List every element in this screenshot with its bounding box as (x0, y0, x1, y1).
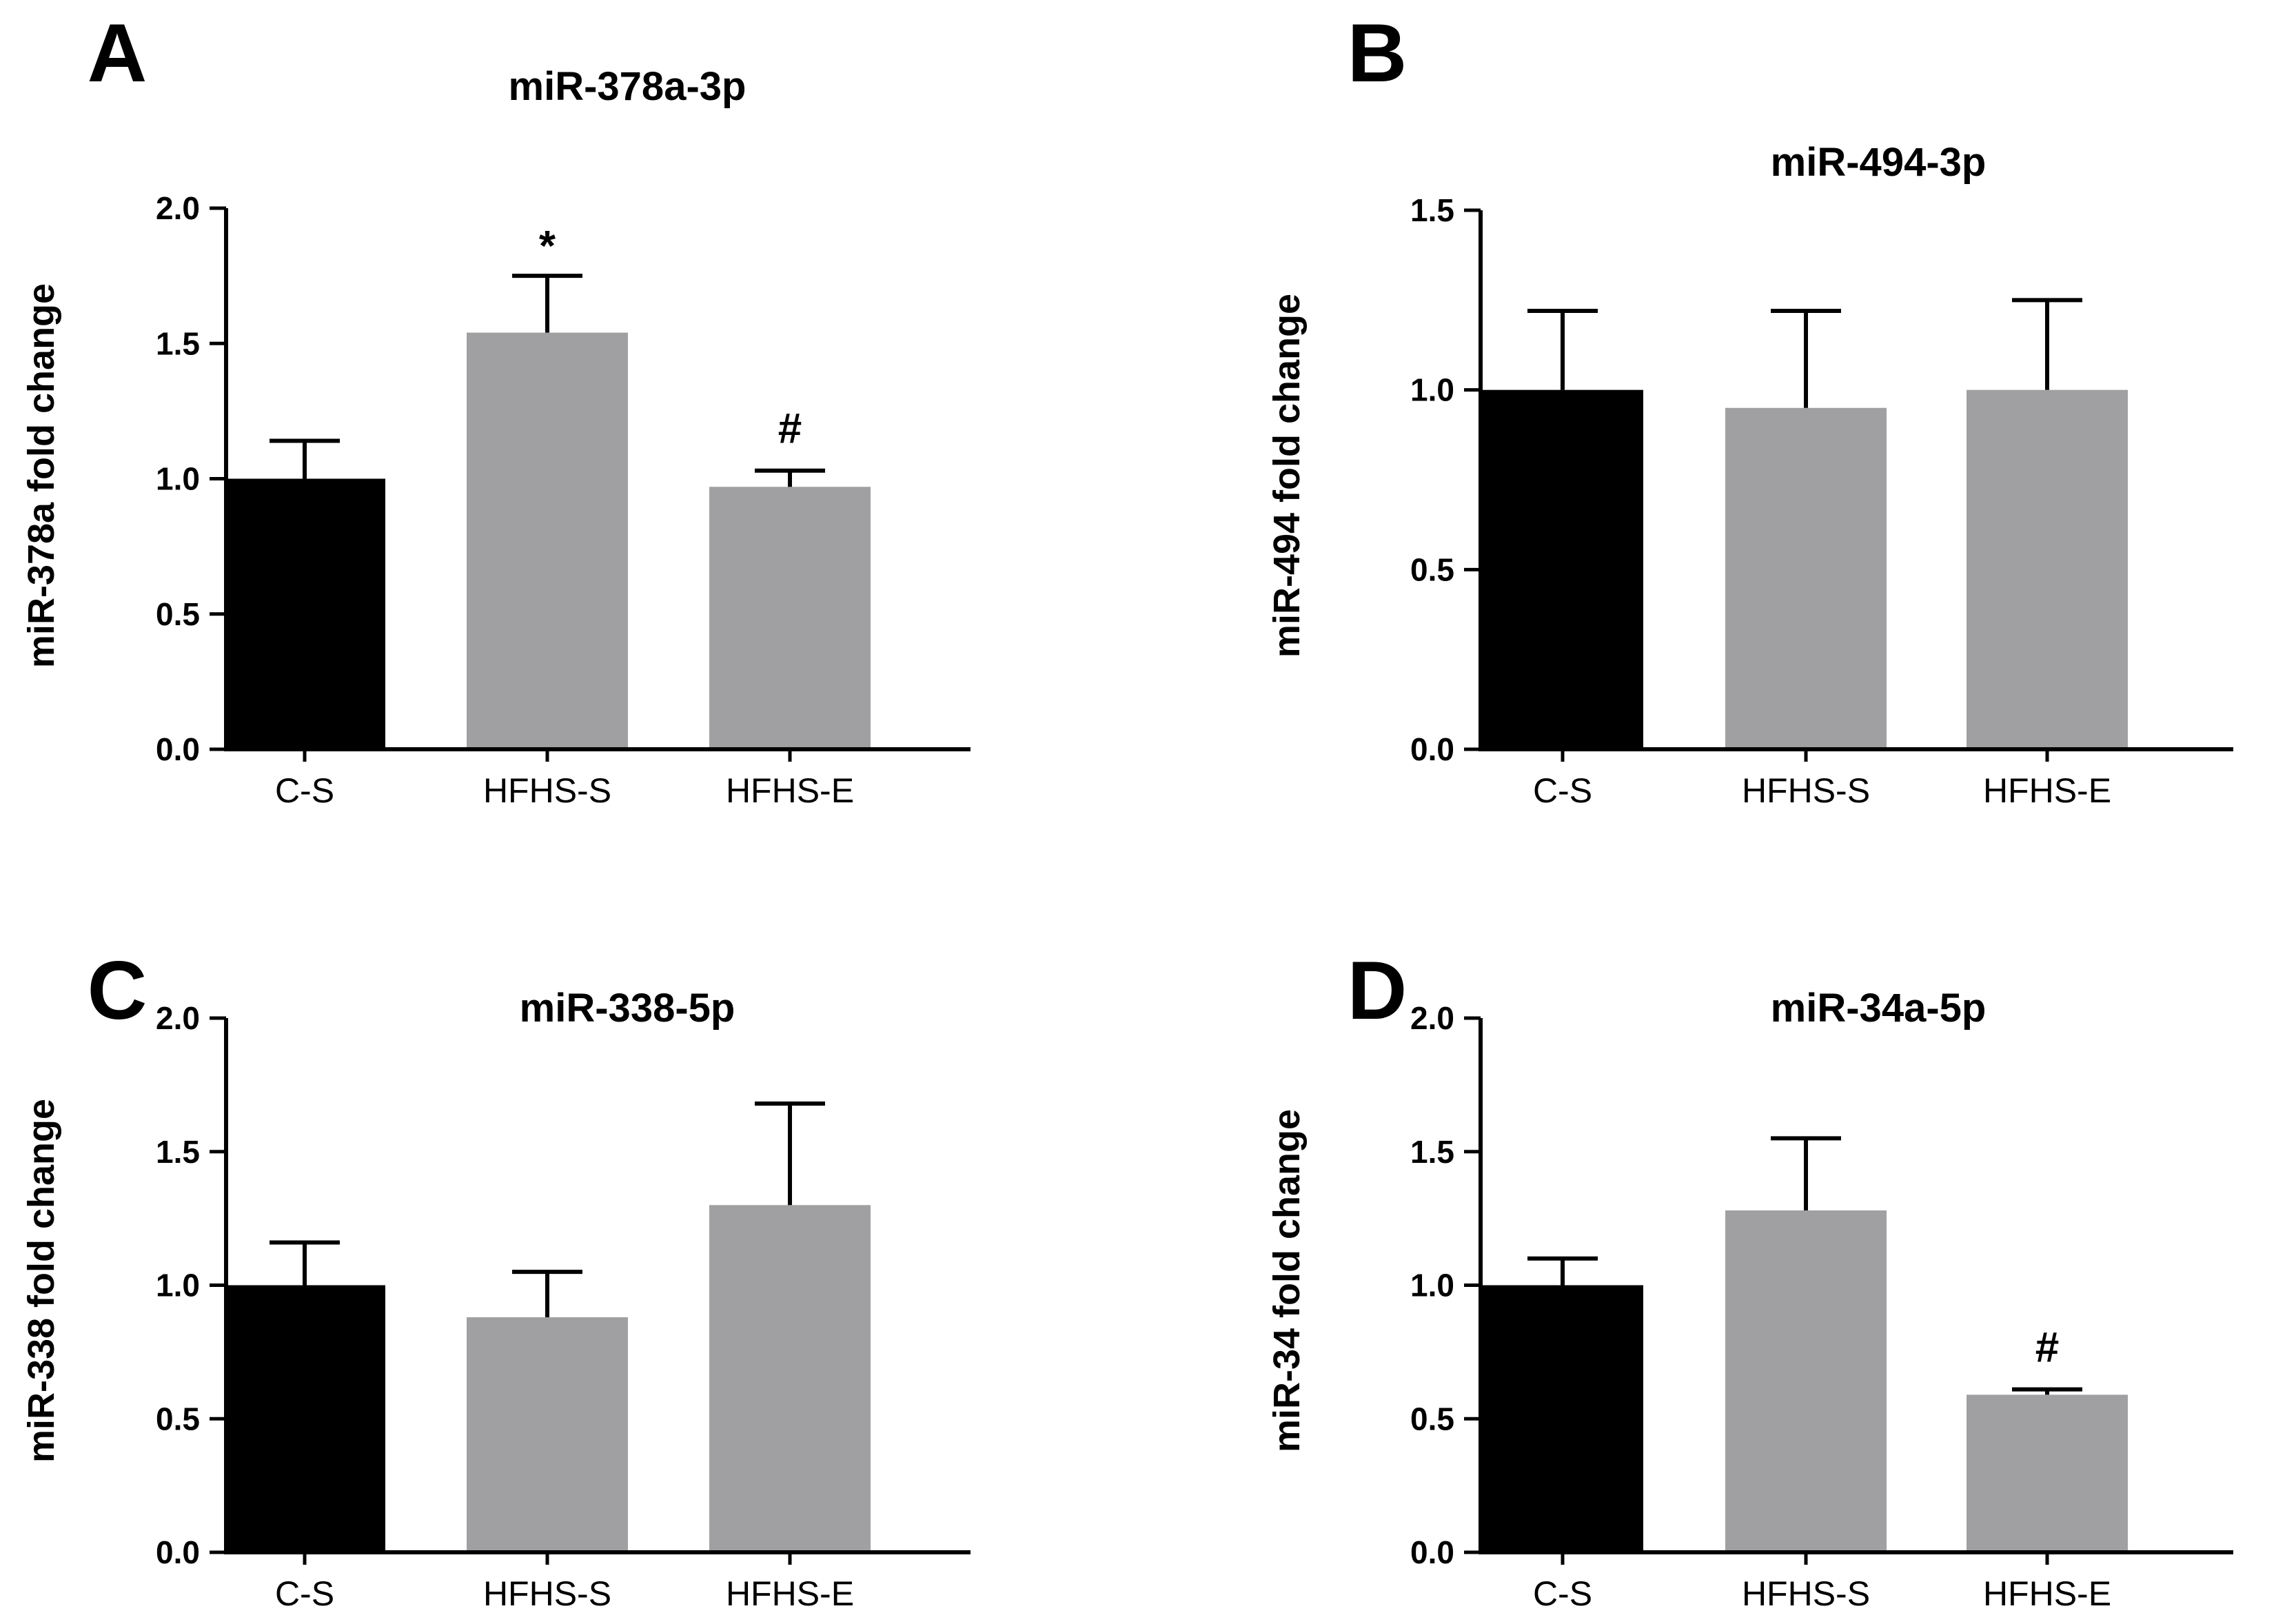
y-axis-label-c: miR-338 fold change (21, 1099, 62, 1463)
x-tick-label-b-3: HFHS-E (1983, 771, 2111, 810)
bar-b-2 (1725, 407, 1887, 749)
y-axis-label-d: miR-34 fold change (1266, 1109, 1308, 1452)
y-tick-label-d-2: 0.5 (1410, 1401, 1454, 1437)
y-tick-label-b-1: 0.0 (1410, 731, 1454, 767)
panel-letter-a: A (88, 7, 148, 99)
y-tick-label-b-2: 0.5 (1410, 551, 1454, 587)
y-tick-label-c-4: 1.5 (156, 1134, 200, 1170)
bar-c-2 (467, 1317, 628, 1552)
x-tick-label-b-2: HFHS-S (1742, 771, 1870, 810)
y-tick-label-b-4: 1.5 (1410, 192, 1454, 228)
y-tick-label-a-2: 0.5 (156, 596, 200, 632)
panel-letter-b: B (1348, 7, 1408, 99)
x-tick-label-b-1: C-S (1533, 771, 1592, 810)
y-axis-label-a: miR-378a fold change (21, 283, 62, 668)
y-axis-label-b: miR-494 fold change (1266, 294, 1308, 658)
bar-a-3 (709, 487, 871, 749)
x-tick-label-c-3: HFHS-E (726, 1574, 854, 1613)
significance-marker-a-2: * (539, 223, 556, 270)
chart-title-d: miR-34a-5p (1771, 986, 1987, 1031)
panel-letter-d: D (1348, 944, 1408, 1037)
chart-title-c: miR-338-5p (520, 986, 735, 1031)
bar-b-3 (1967, 389, 2128, 749)
x-tick-label-d-3: HFHS-E (1983, 1574, 2111, 1613)
bar-a-2 (467, 332, 628, 749)
bar-c-1 (224, 1285, 385, 1552)
bar-d-2 (1725, 1210, 1887, 1552)
x-tick-label-c-2: HFHS-S (483, 1574, 611, 1613)
significance-marker-a-3: # (778, 405, 802, 453)
y-tick-label-d-4: 1.5 (1410, 1134, 1454, 1170)
x-tick-label-d-1: C-S (1533, 1574, 1592, 1613)
panel-letter-c: C (88, 944, 148, 1037)
y-tick-label-a-1: 0.0 (156, 731, 200, 767)
chart-title-b: miR-494-3p (1771, 140, 1987, 185)
y-tick-label-b-3: 1.0 (1410, 372, 1454, 408)
bar-b-1 (1482, 389, 1643, 749)
y-tick-label-c-5: 2.0 (156, 1000, 200, 1036)
y-tick-label-c-1: 0.0 (156, 1534, 200, 1570)
y-tick-label-c-2: 0.5 (156, 1401, 200, 1437)
x-tick-label-c-1: C-S (275, 1574, 334, 1613)
x-tick-label-d-2: HFHS-S (1742, 1574, 1870, 1613)
bar-d-3 (1967, 1394, 2128, 1552)
bar-d-1 (1482, 1285, 1643, 1552)
y-tick-label-d-5: 2.0 (1410, 1000, 1454, 1036)
chart-title-a: miR-378a-3p (509, 64, 746, 109)
y-tick-label-d-3: 1.0 (1410, 1268, 1454, 1303)
y-tick-label-a-4: 1.5 (156, 325, 200, 361)
x-tick-label-a-3: HFHS-E (726, 771, 854, 810)
x-tick-label-a-2: HFHS-S (483, 771, 611, 810)
bar-c-3 (709, 1205, 871, 1552)
y-tick-label-a-5: 2.0 (156, 190, 200, 226)
bar-a-1 (224, 478, 385, 749)
significance-marker-d-3: # (2035, 1324, 2059, 1372)
y-tick-label-a-3: 1.0 (156, 461, 200, 497)
y-tick-label-d-1: 0.0 (1410, 1534, 1454, 1570)
y-tick-label-c-3: 1.0 (156, 1268, 200, 1303)
x-tick-label-a-1: C-S (275, 771, 334, 810)
